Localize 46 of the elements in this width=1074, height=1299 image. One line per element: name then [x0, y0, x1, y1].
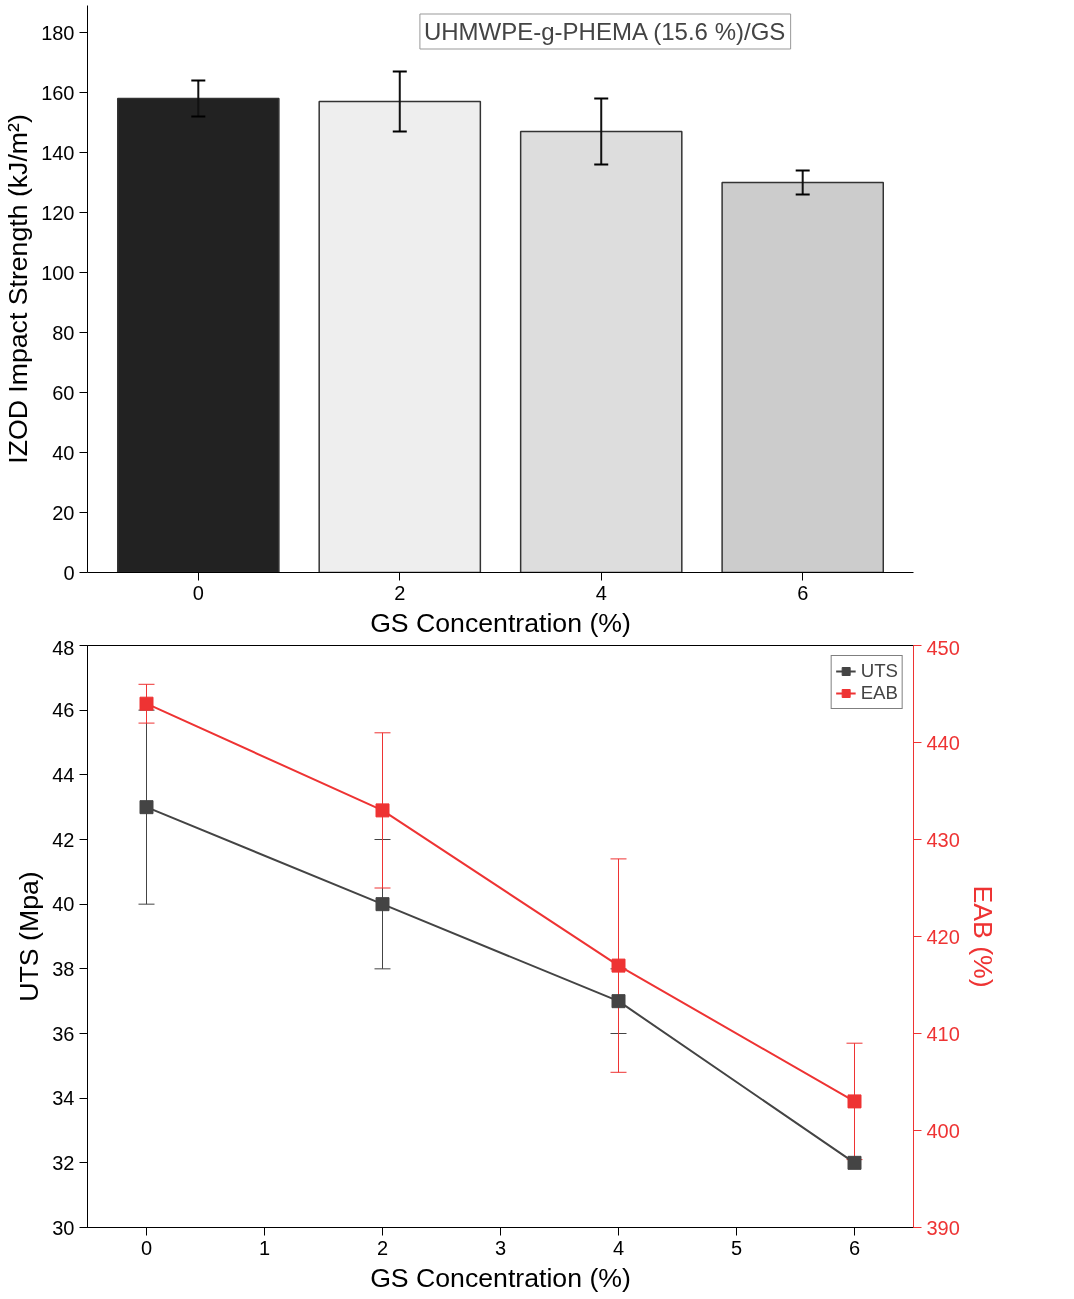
y-tick-label: 120: [41, 201, 75, 224]
y-tick-label: 42: [52, 828, 75, 851]
y2-axis-title: EAB (%): [967, 885, 998, 988]
x-tick-label: 6: [797, 581, 809, 604]
y2-tick-label: 390: [926, 1216, 960, 1239]
y-tick-label: 180: [41, 21, 75, 44]
legend-label: EAB: [860, 682, 898, 704]
x-tick-label: 5: [730, 1236, 743, 1259]
y-axis-title: UTS (Mpa): [14, 871, 45, 1002]
y-tick-label: 0: [63, 561, 75, 584]
y-tick-label: 38: [52, 957, 75, 980]
y2-tick-label: 410: [926, 1022, 960, 1045]
y-tick-label: 140: [41, 141, 75, 164]
y-tick-label: 100: [41, 261, 75, 284]
x-tick-label: 0: [192, 581, 204, 604]
x-tick-label: 2: [394, 581, 406, 604]
x-tick-label: 4: [612, 1236, 625, 1259]
y-axis-title: IZOD Impact Strength (kJ/m²): [3, 114, 34, 464]
y-tick-label: 60: [52, 381, 75, 404]
legend-label: UTS: [860, 660, 898, 682]
y-tick-label: 36: [52, 1022, 75, 1045]
x-tick-label: 3: [494, 1236, 507, 1259]
y-tick-label: 80: [52, 321, 75, 344]
x-tick-label: 6: [848, 1236, 861, 1259]
y2-tick-label: 400: [926, 1119, 960, 1142]
annotation: UHMWPE-g-PHEMA (15.6 %)/GS: [423, 18, 786, 45]
x-tick-label: 2: [376, 1236, 389, 1259]
y-tick-label: 20: [52, 501, 75, 524]
x-tick-label: 0: [140, 1236, 153, 1259]
y-tick-label: 40: [52, 893, 75, 916]
y2-tick-label: 420: [926, 925, 960, 948]
x-axis-title: GS Concentration (%): [370, 1262, 631, 1293]
x-axis-title: GS Concentration (%): [370, 607, 631, 638]
y2-tick-label: 440: [926, 731, 960, 754]
x-tick-label: 4: [595, 581, 607, 604]
y-tick-label: 160: [41, 81, 75, 104]
y-tick-label: 32: [52, 1151, 75, 1174]
y-tick-label: 48: [52, 636, 75, 659]
y-tick-label: 40: [52, 441, 75, 464]
y-tick-label: 44: [52, 763, 75, 786]
y2-tick-label: 430: [926, 828, 960, 851]
y-tick-label: 34: [52, 1087, 75, 1110]
y2-tick-label: 450: [926, 636, 960, 659]
y-tick-label: 46: [52, 699, 75, 722]
x-tick-label: 1: [258, 1236, 271, 1259]
y-tick-label: 30: [52, 1216, 75, 1239]
